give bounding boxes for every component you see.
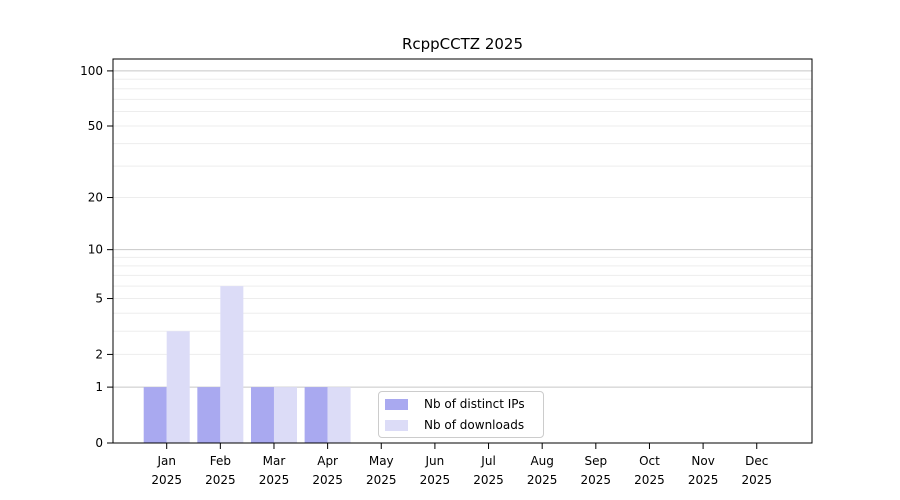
bar-jan-downloads [166,331,190,443]
x-tick-label-year-sep: 2025 [581,473,612,487]
x-tick-label-month-oct: Oct [639,454,660,468]
legend-label-distinct-ips: Nb of distinct IPs [424,397,525,411]
legend-swatch-distinct-ips [385,398,408,410]
x-tick-label-year-mar: 2025 [259,473,290,487]
y-tick-label-0: 0 [95,436,103,450]
bar-apr-downloads [327,387,351,443]
x-tick-label-month-mar: Mar [263,454,286,468]
y-tick-label-100: 100 [80,64,103,78]
x-tick-label-month-nov: Nov [691,454,714,468]
x-tick-label-month-jan: Jan [156,454,176,468]
bar-apr-distinct-ips [304,387,328,443]
y-tick-label-10: 10 [88,243,103,257]
x-tick-label-month-sep: Sep [585,454,608,468]
legend-entry-downloads: Nb of downloads [379,416,543,434]
legend-swatch-downloads [385,419,408,431]
legend-entry-distinct-ips: Nb of distinct IPs [379,395,543,413]
bar-mar-downloads [273,387,297,443]
plot-border [112,58,813,444]
legend: Nb of distinct IPs Nb of downloads [378,391,544,438]
bar-feb-distinct-ips [197,387,221,443]
x-tick-label-month-feb: Feb [210,454,231,468]
x-tick-label-month-may: May [369,454,394,468]
x-tick-label-year-aug: 2025 [527,473,558,487]
x-tick-label-month-jul: Jul [480,454,495,468]
x-tick-label-year-may: 2025 [366,473,397,487]
x-tick-label-year-jul: 2025 [473,473,504,487]
y-tick-label-2: 2 [95,347,103,361]
x-tick-label-year-nov: 2025 [688,473,719,487]
x-tick-label-year-apr: 2025 [312,473,343,487]
chart-title: RcppCCTZ 2025 [401,35,524,53]
x-tick-label-year-jan: 2025 [151,473,182,487]
x-tick-label-year-feb: 2025 [205,473,236,487]
bar-mar-distinct-ips [250,387,274,443]
y-tick-label-50: 50 [88,119,103,133]
x-tick-label-month-dec: Dec [745,454,768,468]
x-tick-label-month-aug: Aug [530,454,553,468]
x-tick-label-year-dec: 2025 [741,473,772,487]
x-tick-label-month-apr: Apr [317,454,338,468]
x-tick-label-month-jun: Jun [425,454,445,468]
y-tick-label-5: 5 [95,292,103,306]
bar-feb-downloads [220,286,244,443]
y-tick-label-1: 1 [95,380,103,394]
x-tick-label-year-oct: 2025 [634,473,665,487]
x-tick-label-year-jun: 2025 [420,473,451,487]
y-tick-label-20: 20 [88,191,103,205]
legend-label-downloads: Nb of downloads [424,418,525,432]
bar-jan-distinct-ips [143,387,167,443]
